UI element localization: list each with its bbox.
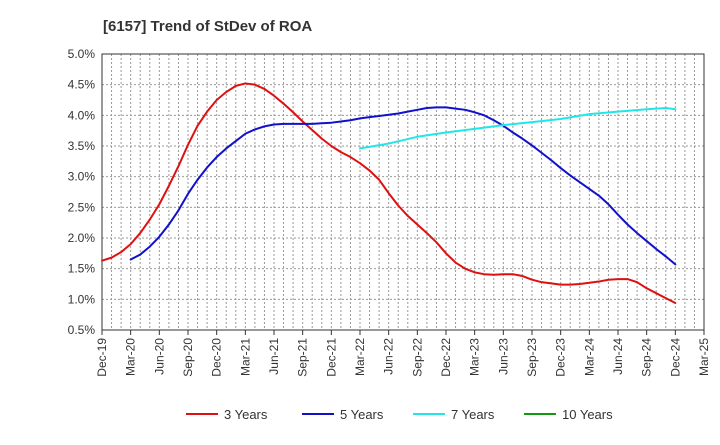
y-tick-label: 4.0% (68, 108, 96, 122)
x-tick-label: Jun-22 (382, 338, 396, 375)
y-tick-label: 2.0% (68, 231, 96, 245)
x-tick-label: Mar-20 (124, 338, 138, 376)
y-tick-label: 3.0% (68, 170, 96, 184)
x-tick-label: Jun-23 (496, 338, 510, 375)
legend: 3 Years 5 Years 7 Years 10 Years (186, 407, 613, 422)
x-tick-label: Mar-25 (697, 338, 711, 376)
plot-frame (101, 53, 705, 331)
x-tick-label: Sep-21 (296, 338, 310, 377)
x-tick-label: Dec-22 (439, 338, 453, 377)
y-tick-label: 1.0% (68, 292, 96, 306)
x-tick-label: Jun-24 (611, 338, 625, 375)
legend-label: 5 Years (340, 407, 384, 422)
legend-label: 10 Years (562, 407, 613, 422)
x-tick-label: Jun-20 (152, 338, 166, 375)
series-lines (101, 82, 677, 305)
x-tick-label: Jun-21 (267, 338, 281, 375)
series-line-3 (359, 106, 677, 150)
x-tick-label: Dec-23 (554, 338, 568, 377)
y-tick-label: 2.5% (68, 200, 96, 214)
x-tick-label: Dec-20 (210, 338, 224, 377)
y-tick-label: 0.5% (68, 323, 96, 337)
legend-label: 3 Years (224, 407, 268, 422)
x-tick-label: Dec-21 (324, 338, 338, 377)
x-tick-label: Mar-24 (582, 338, 596, 376)
x-tick-label: Mar-23 (468, 338, 482, 376)
x-tick-label: Dec-19 (95, 338, 109, 377)
y-tick-label: 1.5% (68, 262, 96, 276)
chart-title: [6157] Trend of StDev of ROA (103, 18, 312, 35)
y-tick-label: 4.5% (68, 78, 96, 92)
legend-label: 7 Years (451, 407, 495, 422)
y-tick-label: 5.0% (68, 47, 96, 61)
x-axis: Dec-19 Mar-20 Jun-20 Sep-20 Dec-20 Mar-21 Jun-… (95, 330, 711, 377)
x-tick-label: Sep-22 (410, 338, 424, 377)
x-tick-label: Mar-21 (238, 338, 252, 376)
series-line-2 (129, 106, 677, 266)
x-tick-label: Sep-23 (525, 338, 539, 377)
x-tick-label: Dec-24 (668, 338, 682, 377)
grid (102, 54, 704, 330)
x-tick-label: Sep-20 (181, 338, 195, 377)
x-tick-label: Sep-24 (640, 338, 654, 377)
series-line-1 (101, 82, 677, 305)
y-axis: 0.5% 1.0% 1.5% 2.0% 2.5% 3.0% 3.5% 4.0% 4.5% 5.0% (68, 47, 96, 337)
y-tick-label: 3.5% (68, 139, 96, 153)
x-tick-label: Mar-22 (353, 338, 367, 376)
